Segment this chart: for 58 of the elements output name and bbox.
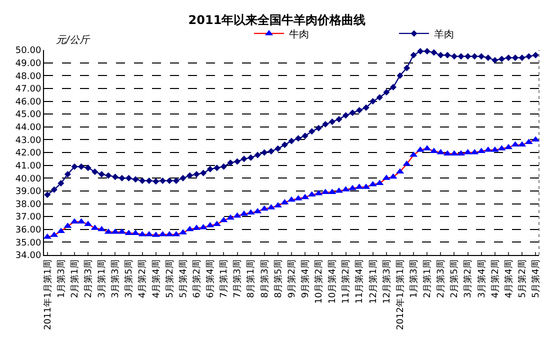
x-tick-label: 12月第1周 <box>368 260 379 304</box>
x-tick-label: 10月第4周 <box>327 260 338 304</box>
x-tick-label: 2012年1月第1周 <box>394 260 406 330</box>
y-tick-label: 46.00 <box>15 97 42 108</box>
x-tick-label: 1月第3周 <box>56 260 67 298</box>
y-tick-label: 44.00 <box>15 123 42 134</box>
chart-title: 2011年以来全国牛羊肉价格曲线 <box>188 12 366 27</box>
x-tick-label: 2月第1周 <box>69 260 80 298</box>
x-tick-label: 2月第3周 <box>436 260 447 298</box>
x-tick-label: 5月第4周 <box>530 260 542 298</box>
x-tick-label: 4月第4周 <box>150 260 162 298</box>
y-tick-label: 35.00 <box>15 238 42 248</box>
y-tick-label: 49.00 <box>15 58 42 69</box>
x-tick-label: 8月第3周 <box>259 260 270 298</box>
x-tick-label: 12月第3周 <box>381 260 392 304</box>
y-tick-label: 34.00 <box>15 251 42 262</box>
x-tick-label: 8月第1周 <box>246 260 257 298</box>
x-tick-label: 4月第4周 <box>503 260 514 298</box>
y-axis-title: 元/公斤 <box>56 34 90 46</box>
x-tick-label: 5月第2周 <box>164 260 176 298</box>
x-tick-label: 3月第4周 <box>476 260 488 298</box>
y-tick-label: 45.00 <box>15 110 42 120</box>
x-tick-label: 10月第2周 <box>314 260 325 304</box>
x-tick-label: 11月第4周 <box>354 260 366 304</box>
x-tick-label: 5月第4周 <box>178 260 189 298</box>
y-tick-label: 38.00 <box>15 200 42 210</box>
x-tick-label: 3月第5周 <box>124 260 135 298</box>
legend-label: 羊肉 <box>434 28 454 40</box>
y-tick-label: 43.00 <box>15 136 42 146</box>
y-tick-label: 41.00 <box>15 161 42 172</box>
y-tick-label: 50.00 <box>15 46 42 56</box>
x-tick-label: 9月第4周 <box>300 260 311 298</box>
x-tick-label: 3月第1周 <box>96 260 108 298</box>
y-tick-label: 48.00 <box>15 72 42 82</box>
x-tick-label: 9月第2周 <box>286 260 298 298</box>
y-tick-label: 40.00 <box>15 174 42 184</box>
y-tick-label: 37.00 <box>15 212 42 223</box>
x-tick-label: 7月第1周 <box>218 260 230 298</box>
x-tick-label: 2月第5周 <box>449 260 460 298</box>
y-tick-label: 36.00 <box>15 226 42 236</box>
x-tick-label: 2011年1月第1周 <box>42 260 54 330</box>
x-tick-label: 8月第5周 <box>272 260 284 298</box>
x-tick-label: 3月第2周 <box>462 260 474 298</box>
x-tick-label: 6月第4周 <box>205 260 216 298</box>
x-tick-label: 4月第2周 <box>137 260 148 298</box>
x-tick-label: 5月第2周 <box>516 260 528 298</box>
y-tick-label: 42.00 <box>15 148 42 159</box>
x-tick-label: 7月第3周 <box>232 260 244 298</box>
x-tick-label: 2月第3周 <box>83 260 94 298</box>
x-tick-label: 3月第3周 <box>110 260 122 298</box>
x-tick-label: 11月第2周 <box>340 260 352 304</box>
x-tick-label: 1月第3周 <box>408 260 420 298</box>
y-tick-label: 47.00 <box>15 84 42 95</box>
x-tick-label: 4月第2周 <box>490 260 501 298</box>
x-tick-label: 2月第1周 <box>422 260 434 298</box>
x-tick-label: 6月第2周 <box>191 260 202 298</box>
legend-label: 牛肉 <box>289 28 309 40</box>
y-tick-label: 39.00 <box>15 187 42 198</box>
